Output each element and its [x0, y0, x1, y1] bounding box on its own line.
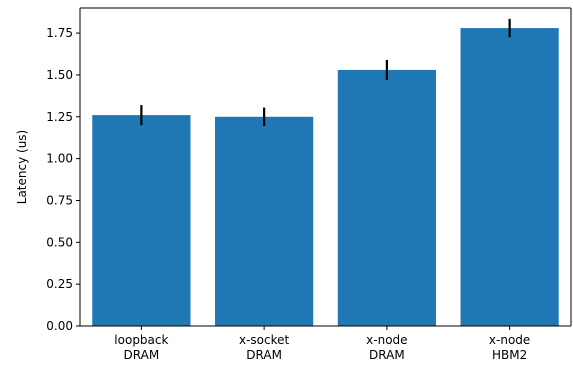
x-tick-label: x-socket DRAM	[239, 333, 290, 362]
y-axis-label: Latency (us)	[15, 130, 29, 204]
bar	[337, 69, 436, 326]
x-tick-label: loopback DRAM	[114, 333, 168, 362]
bar	[215, 116, 314, 326]
y-tick-label: 1.00	[46, 152, 73, 166]
y-tick-label: 1.50	[46, 68, 73, 82]
plot-area: 0.00 0.25 0.50 0.75 1.00 1.25 1.50 1.75 loopback…	[46, 7, 572, 362]
y-tick-label: 1.75	[46, 26, 73, 40]
y-tick-label: 1.25	[46, 110, 73, 124]
y-tick-label: 0.25	[46, 277, 73, 291]
bar	[460, 28, 559, 327]
x-tick-label: x-node DRAM	[366, 333, 407, 362]
x-tick-label: x-node HBM2	[489, 333, 530, 362]
bar	[92, 115, 191, 327]
y-tick-label: 0.50	[46, 235, 73, 249]
y-tick-label: 0.00	[46, 319, 73, 333]
y-tick-label: 0.75	[46, 193, 73, 207]
